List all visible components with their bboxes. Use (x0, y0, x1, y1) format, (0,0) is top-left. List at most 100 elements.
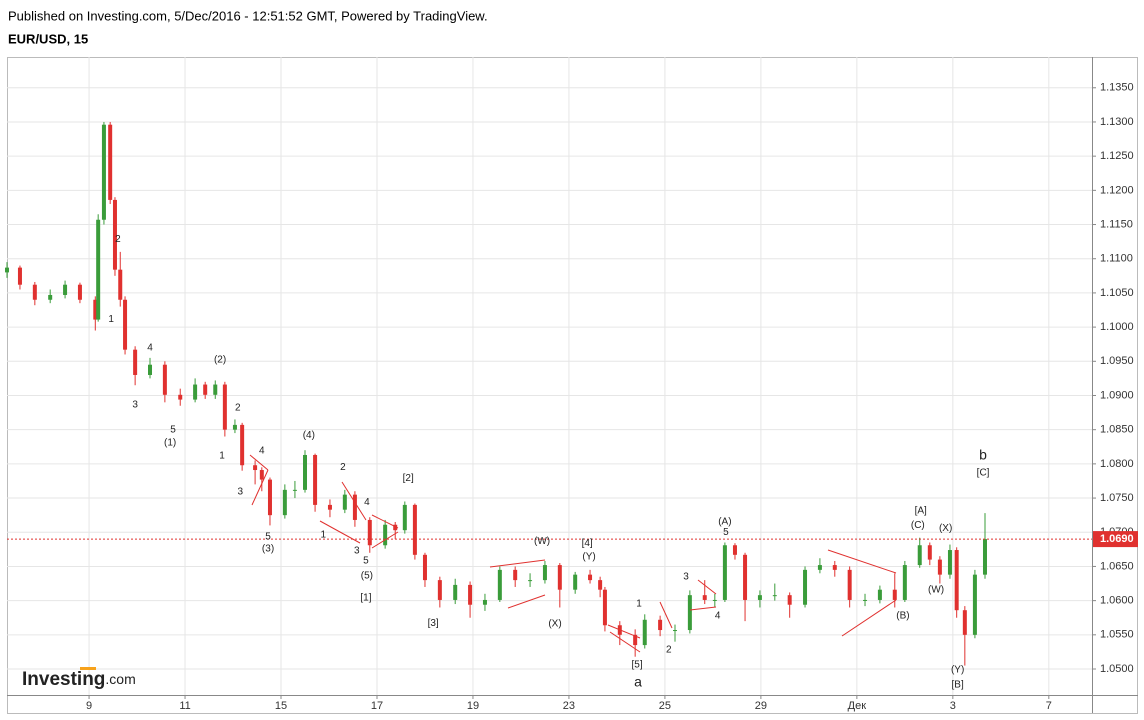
wave-label: 1 (219, 450, 225, 461)
candle-body (712, 599, 717, 601)
wave-label: (1) (164, 437, 176, 448)
wave-label: 2 (115, 234, 121, 245)
candle-body (937, 559, 942, 575)
candle-body (213, 384, 218, 395)
candles: 1.0690 (5, 121, 1138, 666)
candle-body (352, 494, 357, 520)
candle-body (112, 199, 117, 270)
candle-body (96, 219, 101, 320)
candle-body (193, 384, 198, 400)
wave-label: 2 (340, 462, 346, 473)
wave-label: (X) (548, 619, 561, 630)
logo-text: Investing.com (22, 669, 136, 690)
candle-body (32, 284, 37, 300)
wave-label: [2] (403, 473, 414, 484)
candle-body (787, 595, 792, 605)
y-tick-label: 1.1200 (1100, 184, 1134, 196)
candle-body (203, 384, 208, 395)
wave-label: 1 (636, 599, 642, 610)
wave-trendlines (249, 454, 897, 653)
candle-body (422, 554, 427, 581)
candle-body (877, 589, 882, 600)
wave-label: b (979, 446, 987, 462)
wave-label: (2) (214, 355, 226, 366)
candle-body (513, 569, 518, 581)
candle-body (772, 595, 777, 597)
wave-label: a (634, 673, 642, 689)
candle-body (962, 610, 967, 635)
wave-label: (Y) (951, 664, 964, 675)
y-tick-label: 1.0800 (1100, 458, 1134, 470)
candle-body (658, 619, 663, 631)
x-tick-label: 9 (86, 700, 92, 712)
candle-body (267, 479, 272, 516)
last-price-box (1093, 531, 1138, 548)
x-tick-label: 7 (1046, 700, 1052, 712)
y-tick-label: 1.1100 (1100, 253, 1133, 265)
x-tick-label: 17 (371, 700, 383, 712)
candle-body (108, 124, 113, 200)
candle-body (902, 565, 907, 600)
candle-body (557, 565, 562, 590)
candle-body (687, 595, 692, 631)
wave-label: 3 (237, 487, 243, 498)
candle-body (732, 545, 737, 555)
candle-body (947, 550, 952, 575)
candle-body (722, 545, 727, 600)
wave-label: [5] (632, 660, 643, 671)
wave-label: 3 (132, 400, 138, 411)
y-tick-label: 1.0650 (1100, 560, 1134, 572)
y-tick-label: 1.0550 (1100, 629, 1134, 641)
candle-body (863, 599, 868, 601)
wave-label: (W) (928, 584, 944, 595)
candle-body (803, 569, 808, 605)
logo-accent (80, 667, 96, 670)
x-tick-label: 25 (659, 700, 671, 712)
wave-label: [3] (428, 618, 439, 629)
candle-body (342, 494, 347, 510)
candle-body (232, 424, 237, 430)
x-tick-label: Дек (848, 700, 867, 712)
published-note: Published on Investing.com, 5/Dec/2016 -… (8, 8, 488, 23)
candle-body (672, 630, 677, 632)
y-tick-label: 1.1050 (1100, 287, 1134, 299)
chart-title: EUR/USD, 15 (8, 31, 88, 46)
candle-body (77, 284, 82, 300)
wave-label: 4 (715, 610, 721, 621)
y-tick-label: 1.0750 (1100, 492, 1134, 504)
candle-body (702, 595, 707, 600)
wave-label: 5 (363, 556, 369, 567)
candle-body (17, 267, 22, 285)
candle-body (757, 595, 762, 600)
candle-body (303, 454, 308, 490)
candle-body (93, 299, 98, 320)
wave-label: (X) (939, 523, 952, 534)
wave-label: [4] (582, 538, 593, 549)
candle-body (542, 565, 547, 581)
x-tick-label: 3 (950, 700, 956, 712)
candle-body (528, 580, 533, 582)
frame (7, 57, 1138, 714)
candle-body (972, 574, 977, 635)
wave-label: (3) (262, 543, 274, 554)
wave-label: 5 (170, 424, 176, 435)
candle-body (118, 269, 123, 300)
x-tick-label: 15 (275, 700, 287, 712)
candle-body (954, 550, 959, 611)
candle-body (253, 465, 258, 471)
candle-body (259, 470, 264, 480)
wave-label: (C) (911, 520, 925, 531)
x-tick-label: 11 (179, 700, 190, 712)
wave-label: 2 (235, 402, 241, 413)
candle-body (178, 394, 183, 400)
candle-body (313, 454, 318, 505)
candle-body (327, 504, 332, 510)
candle-body (832, 565, 837, 570)
wave-label: (B) (896, 610, 909, 621)
candle-body (162, 364, 167, 395)
y-tick-label: 1.1150 (1100, 218, 1133, 230)
candle-body (468, 584, 473, 605)
wave-label: (Y) (582, 552, 595, 563)
wave-label: [A] (915, 506, 927, 517)
